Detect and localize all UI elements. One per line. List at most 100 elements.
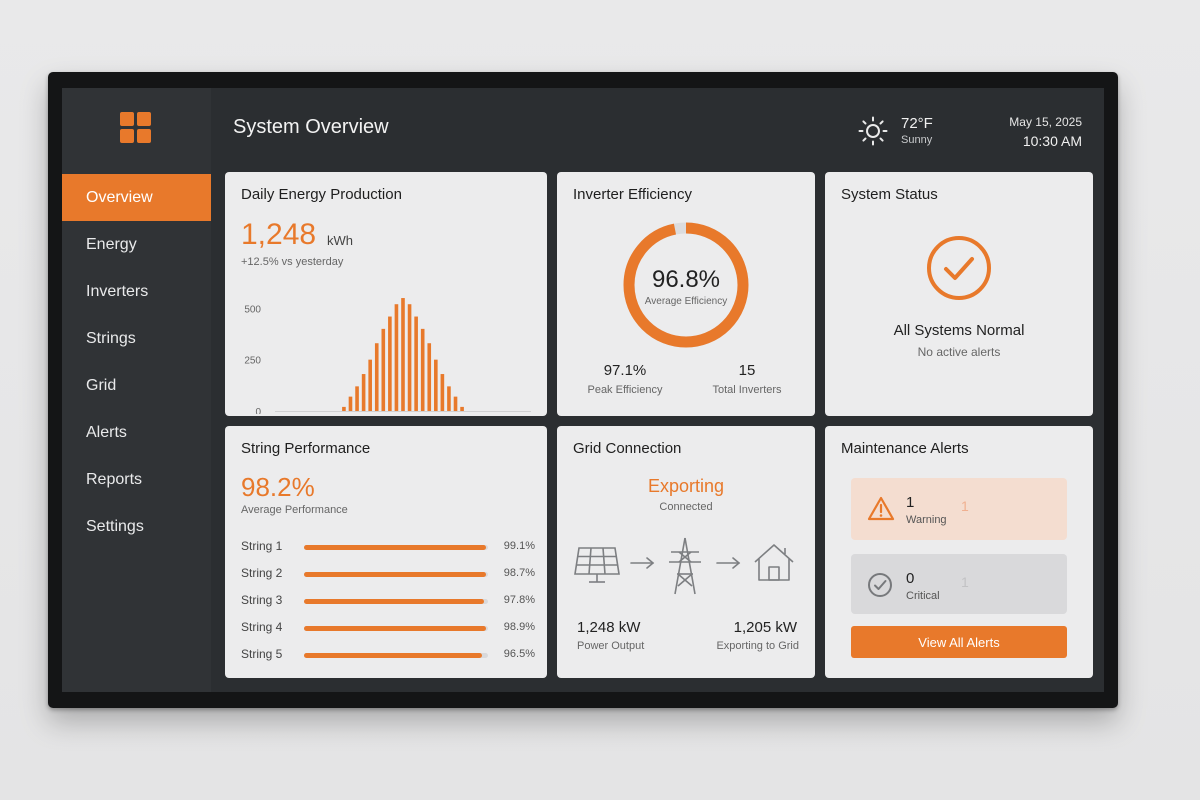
production-delta: +12.5% vs yesterday <box>241 256 344 268</box>
date: May 15, 2025 <box>1009 115 1082 129</box>
card-title: Maintenance Alerts <box>841 440 969 457</box>
status-message: All Systems Normal <box>893 322 1025 339</box>
string-row: String 5 96.5% <box>241 647 535 663</box>
warning-triangle-icon <box>867 496 895 521</box>
y-tick-label: 0 <box>255 407 261 414</box>
production-unit: kWh <box>327 233 353 248</box>
total-inverters-value: 15 <box>738 362 756 379</box>
string-bar-fill <box>304 572 486 577</box>
arrow-right-icon <box>630 557 655 569</box>
efficiency-label: Average Efficiency <box>644 296 728 307</box>
sidebar-item-strings[interactable]: Strings <box>86 330 136 347</box>
power-tower-icon <box>669 537 701 595</box>
export-label: Exporting to Grid <box>716 640 799 652</box>
string-name: String 3 <box>241 593 283 607</box>
energy-bar <box>355 386 359 411</box>
string-bar-track <box>304 599 488 604</box>
string-name: String 4 <box>241 620 283 634</box>
energy-card[interactable]: Daily Energy Production 1,248 kWh +12.5%… <box>225 172 547 416</box>
sidebar-item-alerts[interactable]: Alerts <box>86 424 127 441</box>
energy-bar <box>374 343 379 411</box>
grid-logo-icon[interactable] <box>120 112 152 144</box>
sidebar-item-settings[interactable]: Settings <box>86 518 144 535</box>
dashboard-screen: Overview Energy Inverters Strings Grid A… <box>62 88 1104 692</box>
string-bar-fill <box>304 626 486 631</box>
export-value: 1,205 kW <box>733 619 797 636</box>
string-row: String 3 97.8% <box>241 593 535 609</box>
grid-connection-status: Connected <box>659 501 713 513</box>
peak-efficiency-label: Peak Efficiency <box>587 384 663 396</box>
warning-alert[interactable]: 1 Warning 1 <box>851 478 1067 540</box>
energy-bar <box>394 304 399 411</box>
energy-bar <box>427 343 432 411</box>
string-bar-fill <box>304 599 484 604</box>
sidebar-item-overview[interactable]: Overview <box>62 174 211 221</box>
efficiency-value: 96.8% <box>651 266 721 293</box>
energy-bar <box>453 396 458 412</box>
string-bar-fill <box>304 545 487 550</box>
power-output-value: 1,248 kW <box>577 619 641 636</box>
string-name: String 1 <box>241 539 283 553</box>
page-title: System Overview <box>233 116 389 138</box>
sidebar-item-grid[interactable]: Grid <box>86 377 117 394</box>
solar-panel-icon <box>574 547 620 583</box>
performance-label: Average Performance <box>241 504 348 516</box>
critical-alert[interactable]: 0 Critical 1 <box>851 554 1067 614</box>
sidebar: Overview Energy Inverters Strings Grid A… <box>62 88 211 692</box>
display-bezel: Overview Energy Inverters Strings Grid A… <box>48 72 1118 708</box>
energy-bar <box>447 386 451 411</box>
string-bar-track <box>304 545 488 550</box>
energy-bar <box>348 396 353 412</box>
inverter-card[interactable]: Inverter Efficiency 96.8% Average Effici… <box>557 172 815 416</box>
time: 10:30 AM <box>1022 133 1082 149</box>
system-status-card[interactable]: System Status All Systems Normal No acti… <box>825 172 1093 416</box>
string-bar-fill <box>304 653 482 658</box>
energy-bar <box>460 406 464 411</box>
string-bar-track <box>304 653 488 658</box>
view-all-alerts-button[interactable]: View All Alerts <box>851 626 1067 658</box>
arrow-right-icon <box>716 557 741 569</box>
string-performance-card[interactable]: String Performance 98.2% Average Perform… <box>225 426 547 678</box>
grid-connection-card[interactable]: Grid Connection Exporting Connected <box>557 426 815 678</box>
string-row: String 1 99.1% <box>241 539 535 555</box>
warning-label: Warning <box>906 514 947 526</box>
energy-bar <box>342 406 346 411</box>
efficiency-donut <box>623 222 749 348</box>
y-tick-label: 500 <box>244 304 261 315</box>
energy-bar <box>361 374 366 411</box>
house-icon <box>754 544 794 581</box>
string-value: 99.1% <box>503 540 535 552</box>
weather-condition: Sunny <box>901 134 933 146</box>
warning-ghost-count: 1 <box>961 498 969 514</box>
energy-bar <box>420 328 425 411</box>
critical-ghost-count: 1 <box>961 574 969 590</box>
check-circle-icon <box>868 573 892 597</box>
energy-bar <box>407 304 412 411</box>
sidebar-item-inverters[interactable]: Inverters <box>86 283 149 300</box>
energy-flow-diagram <box>574 537 794 595</box>
datetime: May 15, 2025 10:30 AM <box>1009 115 1082 149</box>
card-title: Daily Energy Production <box>241 186 402 203</box>
y-tick-label: 250 <box>244 356 261 367</box>
critical-label: Critical <box>906 590 940 602</box>
performance-value: 98.2% <box>241 472 315 502</box>
check-circle-icon <box>927 236 991 300</box>
sidebar-item-energy[interactable]: Energy <box>86 236 137 253</box>
string-value: 97.8% <box>503 594 535 606</box>
string-bar-track <box>304 572 488 577</box>
string-value: 96.5% <box>503 648 535 660</box>
string-name: String 5 <box>241 647 283 661</box>
sidebar-item-reports[interactable]: Reports <box>86 471 143 488</box>
energy-bar <box>381 328 386 411</box>
peak-efficiency-value: 97.1% <box>603 362 647 379</box>
energy-bar-chart: 500250012AM6AM12PM6PM12AM <box>244 298 531 414</box>
card-title: Grid Connection <box>573 440 682 457</box>
maintenance-alerts-card[interactable]: Maintenance Alerts 1 Warning 1 0 Critica… <box>825 426 1093 678</box>
energy-bar <box>414 316 418 411</box>
card-title: String Performance <box>241 440 371 457</box>
energy-bar <box>434 359 438 411</box>
total-inverters-label: Total Inverters <box>712 384 782 396</box>
energy-bar <box>401 298 405 411</box>
string-bar-track <box>304 626 488 631</box>
string-row: String 4 98.9% <box>241 620 535 636</box>
